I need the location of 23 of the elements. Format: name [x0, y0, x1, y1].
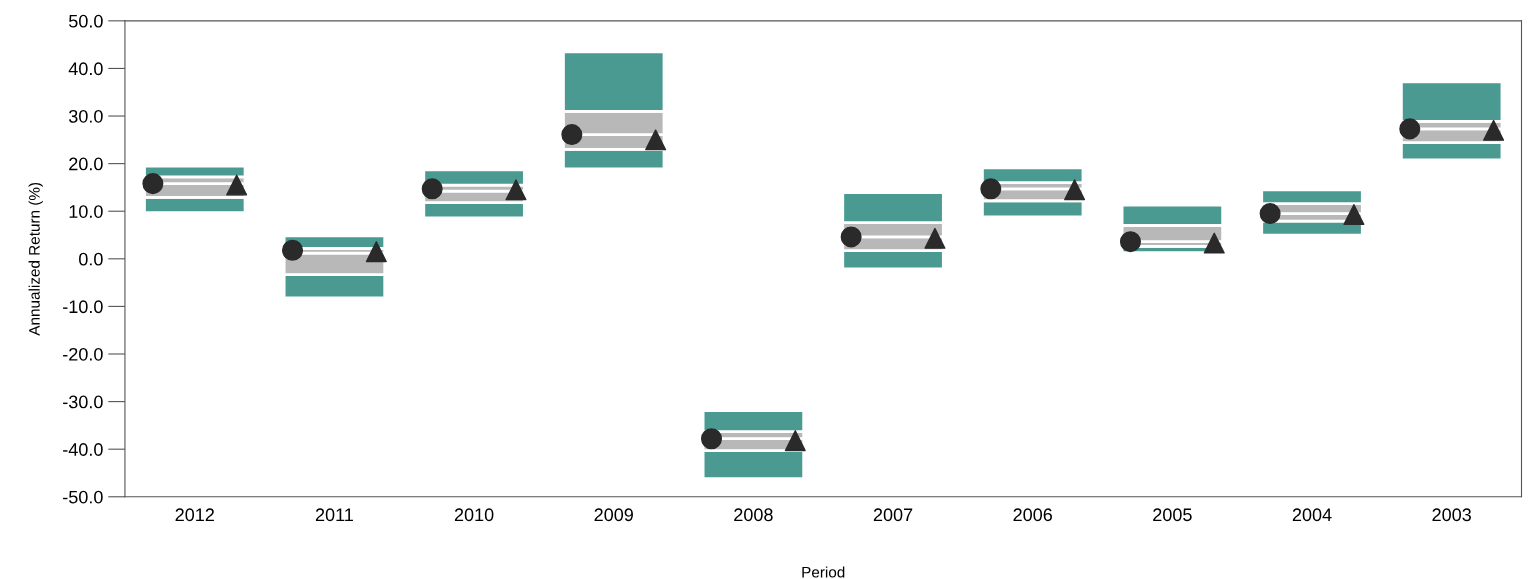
- y-tick-label: 50.0: [69, 14, 103, 28]
- y-tick-label: 40.0: [68, 62, 103, 76]
- x-tick-label: 2008: [734, 508, 773, 522]
- x-tick-label: 2011: [315, 508, 353, 522]
- x-tick-label: 2006: [1013, 508, 1052, 522]
- x-tick-label: 2009: [594, 508, 633, 522]
- y-tick-label: 10.0: [69, 205, 103, 218]
- y-tick-label: 0.0: [79, 252, 103, 266]
- x-tick-label: 2005: [1153, 508, 1192, 522]
- x-tick-label: 2003: [1432, 508, 1471, 522]
- y-tick-label: -30.0: [63, 395, 103, 409]
- y-tick-label: 20.0: [69, 157, 103, 171]
- x-axis-title: Period: [802, 566, 845, 578]
- y-tick-label: -50.0: [63, 490, 103, 504]
- x-tick-label: 2007: [873, 508, 913, 522]
- x-tick-label: 2012: [175, 508, 214, 522]
- y-tick-label: 30.0: [68, 109, 103, 123]
- x-tick-label: 2004: [1292, 508, 1332, 522]
- y-tick-label: -40.0: [63, 443, 103, 456]
- y-tick-label: -20.0: [63, 347, 103, 361]
- x-tick-label: 2010: [454, 508, 494, 522]
- y-tick-label: -10.0: [63, 300, 103, 314]
- y-axis-title: Annualized Return (%): [28, 182, 43, 336]
